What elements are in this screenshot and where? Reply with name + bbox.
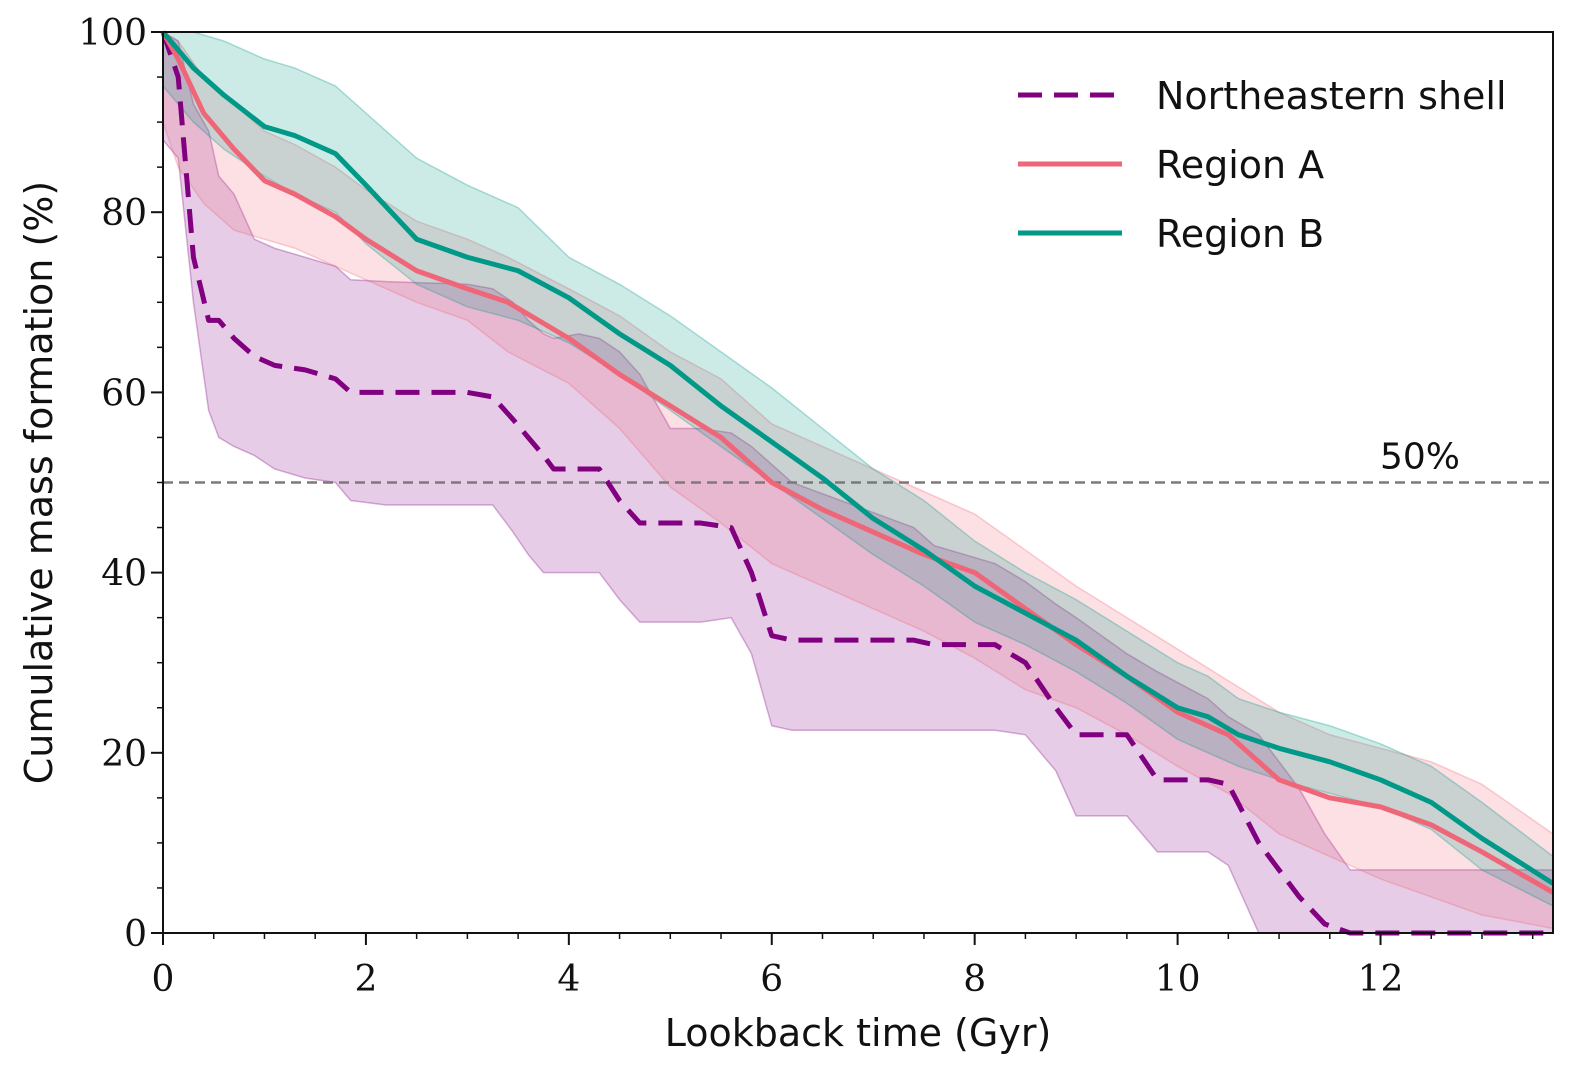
y-tick-label: 60 [101, 373, 147, 414]
y-axis-title: Cumulative mass formation (%) [17, 181, 61, 784]
legend-label-region-b: Region B [1156, 212, 1324, 256]
y-tick-label: 100 [78, 13, 147, 54]
x-tick-label: 10 [1155, 959, 1201, 1000]
legend-label-northeastern-shell: Northeastern shell [1156, 74, 1507, 118]
y-tick-label: 80 [101, 193, 147, 234]
x-tick-label: 8 [963, 959, 986, 1000]
y-tick-label: 40 [101, 554, 147, 595]
axes: 0 2 4 6 8 10 12 0 20 40 60 80 100 Lookback time (Gyr)… [17, 13, 1554, 1055]
x-axis-title: Lookback time (Gyr) [665, 1011, 1052, 1055]
reference-line-group: 50% [163, 437, 1553, 484]
x-tick-label: 4 [557, 959, 580, 1000]
y-tick-label: 0 [124, 914, 147, 955]
x-tick-label: 0 [152, 959, 175, 1000]
legend: Northeastern shell Region A Region B [1018, 74, 1507, 256]
region-b-line [161, 30, 1555, 886]
northeastern-shell-line [160, 31, 1553, 936]
y-tick-label: 20 [101, 734, 147, 775]
region-a-line [160, 30, 1555, 895]
x-tick-label: 12 [1358, 959, 1404, 1000]
x-tick-label: 2 [354, 959, 377, 1000]
legend-label-region-a: Region A [1156, 143, 1324, 187]
x-tick-label: 6 [760, 959, 783, 1000]
fifty-percent-label: 50% [1380, 437, 1460, 478]
series-lines [160, 30, 1555, 936]
